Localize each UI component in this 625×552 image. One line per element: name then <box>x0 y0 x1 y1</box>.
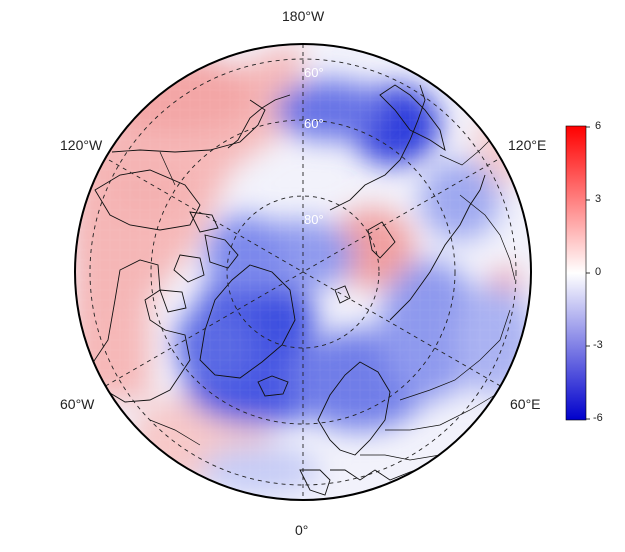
longitude-label-120w: 120°W <box>60 137 103 153</box>
latitude-circle-80 <box>226 195 380 349</box>
latitude-label-inner: 80° <box>304 212 324 227</box>
colorbar-tick-label: 6 <box>595 120 602 132</box>
colorbar-tick-label: -3 <box>593 339 603 351</box>
latitude-label-upper: 60° <box>304 65 324 80</box>
colorbar-tick-label: 3 <box>595 193 602 205</box>
coastlines <box>87 84 516 496</box>
scandinavia-coast <box>317 361 391 456</box>
colorbar-tick-marks <box>586 126 590 420</box>
longitude-label-180w: 180°W <box>282 8 325 24</box>
graticule <box>89 44 517 500</box>
latitude-circle-60 <box>89 58 517 486</box>
longitude-label-60e: 60°E <box>510 396 541 412</box>
colorbar-tick-label: -6 <box>593 412 603 424</box>
map-boundary <box>74 43 532 501</box>
anomaly-field <box>75 44 531 500</box>
longitude-label-0: 0° <box>295 522 309 538</box>
longitude-label-60w: 60°W <box>60 396 95 412</box>
longitude-label-120e: 120°E <box>508 137 547 153</box>
colorbar-tick-label: 0 <box>595 266 602 278</box>
greenland-coast <box>199 264 296 379</box>
latitude-label-middle: 60° <box>304 116 324 131</box>
iceland-coast <box>257 375 289 397</box>
colorbar <box>565 125 587 421</box>
